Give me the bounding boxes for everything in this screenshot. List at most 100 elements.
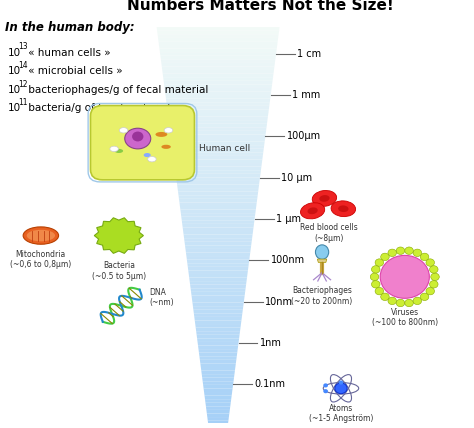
Polygon shape: [204, 395, 232, 399]
Polygon shape: [177, 181, 260, 184]
Polygon shape: [191, 292, 245, 295]
Polygon shape: [181, 217, 255, 220]
Polygon shape: [186, 253, 250, 256]
Text: Mitochondria
(~0,6 to 0,8μm): Mitochondria (~0,6 to 0,8μm): [10, 250, 72, 269]
Polygon shape: [198, 342, 238, 345]
Polygon shape: [156, 27, 280, 31]
Circle shape: [431, 273, 439, 281]
Circle shape: [380, 256, 429, 298]
Text: bacteria/g of fecal material: bacteria/g of fecal material: [25, 104, 171, 113]
Polygon shape: [193, 310, 243, 313]
Ellipse shape: [316, 245, 328, 259]
Polygon shape: [163, 77, 273, 81]
Circle shape: [381, 293, 389, 300]
Polygon shape: [159, 45, 277, 48]
Polygon shape: [180, 206, 256, 210]
Circle shape: [413, 297, 421, 305]
Polygon shape: [189, 277, 247, 281]
Polygon shape: [203, 385, 233, 389]
Polygon shape: [198, 345, 238, 349]
Polygon shape: [173, 149, 264, 152]
Polygon shape: [170, 127, 266, 131]
Ellipse shape: [319, 195, 329, 202]
Polygon shape: [191, 295, 245, 299]
Text: 1 mm: 1 mm: [292, 90, 320, 100]
Text: 10: 10: [8, 48, 21, 58]
Text: 10 μm: 10 μm: [281, 173, 312, 183]
Polygon shape: [201, 371, 235, 374]
Ellipse shape: [308, 208, 318, 214]
Polygon shape: [208, 424, 228, 428]
Text: 1 μm: 1 μm: [276, 214, 301, 224]
Polygon shape: [167, 110, 269, 113]
Polygon shape: [177, 184, 259, 188]
Text: DNA
(~nm): DNA (~nm): [150, 288, 174, 307]
Polygon shape: [184, 242, 252, 245]
Polygon shape: [157, 34, 279, 38]
Polygon shape: [179, 199, 257, 202]
Polygon shape: [204, 392, 232, 395]
Polygon shape: [205, 403, 231, 406]
Ellipse shape: [115, 149, 123, 153]
Polygon shape: [187, 260, 249, 263]
Ellipse shape: [110, 146, 118, 152]
Polygon shape: [189, 274, 247, 277]
Polygon shape: [161, 63, 275, 66]
Polygon shape: [202, 378, 234, 381]
Text: 10: 10: [8, 85, 21, 95]
Ellipse shape: [301, 203, 325, 219]
Polygon shape: [192, 299, 244, 303]
Text: Human cell: Human cell: [199, 144, 250, 153]
Text: 10nm: 10nm: [265, 297, 293, 306]
Polygon shape: [167, 106, 269, 110]
Polygon shape: [173, 156, 263, 160]
Circle shape: [413, 249, 421, 256]
Circle shape: [132, 131, 144, 141]
Polygon shape: [185, 249, 251, 253]
Text: In the human body:: In the human body:: [5, 21, 135, 34]
Circle shape: [388, 297, 396, 305]
Text: Red blood cells
(~8μm): Red blood cells (~8μm): [301, 223, 358, 243]
Polygon shape: [160, 52, 276, 56]
Polygon shape: [201, 367, 236, 371]
Polygon shape: [183, 231, 253, 235]
Ellipse shape: [161, 145, 171, 149]
Polygon shape: [192, 303, 244, 306]
Ellipse shape: [125, 128, 151, 149]
Polygon shape: [204, 389, 233, 392]
Circle shape: [405, 299, 413, 307]
Ellipse shape: [155, 132, 167, 137]
Polygon shape: [172, 145, 264, 149]
Polygon shape: [162, 66, 274, 70]
Polygon shape: [165, 95, 271, 98]
Ellipse shape: [27, 230, 55, 241]
Polygon shape: [208, 421, 228, 424]
Polygon shape: [159, 48, 277, 52]
Polygon shape: [191, 288, 246, 292]
Polygon shape: [176, 177, 260, 181]
Polygon shape: [170, 131, 266, 134]
Polygon shape: [194, 317, 242, 321]
Polygon shape: [172, 142, 264, 145]
Circle shape: [372, 266, 380, 273]
Circle shape: [375, 288, 383, 295]
Circle shape: [372, 281, 380, 288]
Text: 10: 10: [8, 66, 21, 76]
Polygon shape: [186, 256, 250, 260]
Polygon shape: [196, 331, 240, 335]
Text: 11: 11: [18, 98, 28, 107]
Ellipse shape: [119, 128, 128, 133]
Ellipse shape: [148, 157, 156, 162]
Polygon shape: [182, 220, 255, 224]
Circle shape: [420, 293, 429, 300]
Circle shape: [429, 266, 438, 273]
Polygon shape: [197, 335, 239, 339]
Circle shape: [396, 299, 405, 307]
Polygon shape: [178, 192, 258, 195]
Circle shape: [405, 247, 413, 254]
Text: 1nm: 1nm: [260, 338, 282, 348]
Text: Numbers Matters Not the Size!: Numbers Matters Not the Size!: [127, 0, 394, 13]
Ellipse shape: [331, 201, 356, 217]
Polygon shape: [193, 306, 243, 310]
Polygon shape: [207, 413, 229, 417]
